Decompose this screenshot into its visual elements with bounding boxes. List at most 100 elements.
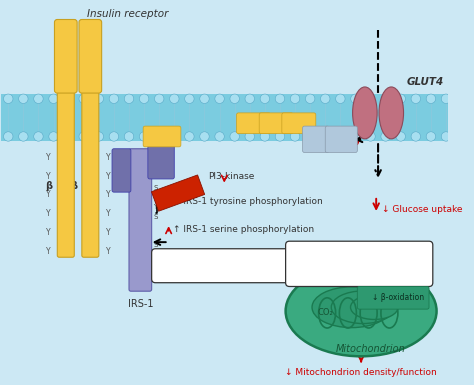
Text: Y: Y: [106, 191, 110, 199]
FancyBboxPatch shape: [325, 126, 357, 152]
Circle shape: [64, 94, 73, 104]
Text: SH2: SH2: [173, 188, 188, 198]
Circle shape: [79, 132, 89, 141]
Circle shape: [139, 132, 149, 141]
Circle shape: [275, 94, 285, 104]
Circle shape: [170, 132, 179, 141]
Text: Y: Y: [106, 247, 110, 256]
Circle shape: [411, 132, 420, 141]
FancyBboxPatch shape: [152, 249, 292, 283]
Text: Y: Y: [46, 228, 50, 237]
Circle shape: [79, 94, 89, 104]
Text: ↑ IRS-1 serine phosphorylation: ↑ IRS-1 serine phosphorylation: [173, 225, 314, 234]
Ellipse shape: [286, 266, 437, 356]
Circle shape: [94, 94, 103, 104]
FancyBboxPatch shape: [112, 149, 131, 192]
Circle shape: [305, 94, 315, 104]
Text: Y: Y: [46, 191, 50, 199]
Circle shape: [260, 132, 270, 141]
Circle shape: [291, 94, 300, 104]
Text: β: β: [45, 181, 52, 191]
Circle shape: [139, 94, 149, 104]
Text: ↑ Ser/Thr Kinase activity: ↑ Ser/Thr Kinase activity: [173, 261, 285, 270]
FancyBboxPatch shape: [259, 113, 293, 134]
Circle shape: [155, 132, 164, 141]
FancyBboxPatch shape: [237, 113, 271, 134]
Text: Y: Y: [46, 209, 50, 218]
Text: ↓ Glucose uptake: ↓ Glucose uptake: [382, 204, 462, 214]
FancyBboxPatch shape: [286, 241, 433, 286]
Circle shape: [170, 94, 179, 104]
Text: PIP3: PIP3: [247, 121, 260, 126]
Text: PI3-kinase: PI3-kinase: [208, 172, 255, 181]
Circle shape: [185, 132, 194, 141]
Circle shape: [351, 132, 360, 141]
Circle shape: [396, 132, 405, 141]
Text: Y: Y: [106, 228, 110, 237]
Circle shape: [34, 132, 43, 141]
Text: S: S: [153, 277, 158, 283]
FancyBboxPatch shape: [143, 126, 181, 147]
Circle shape: [109, 94, 118, 104]
Circle shape: [124, 132, 134, 141]
Ellipse shape: [331, 291, 395, 323]
Text: PH: PH: [157, 159, 165, 164]
Text: CO₂: CO₂: [318, 308, 333, 317]
Text: Mitochondrion: Mitochondrion: [336, 344, 405, 354]
FancyBboxPatch shape: [55, 20, 77, 93]
Circle shape: [64, 132, 73, 141]
Circle shape: [291, 132, 300, 141]
Text: ↓ IRS-1 tyrosine phosphorylation: ↓ IRS-1 tyrosine phosphorylation: [173, 197, 323, 206]
Circle shape: [275, 132, 285, 141]
Circle shape: [18, 132, 28, 141]
Text: GLUT4: GLUT4: [406, 77, 444, 87]
Ellipse shape: [312, 287, 391, 328]
Text: PTB: PTB: [119, 164, 124, 176]
Text: ↑ fatty acyl CoA: ↑ fatty acyl CoA: [306, 252, 375, 261]
Text: α: α: [63, 53, 69, 63]
Bar: [0, 94, 448, 141]
Circle shape: [18, 94, 28, 104]
Text: β: β: [70, 181, 77, 191]
FancyBboxPatch shape: [79, 20, 101, 93]
Circle shape: [230, 132, 239, 141]
Ellipse shape: [379, 87, 403, 139]
Text: PIP3: PIP3: [270, 121, 283, 126]
Circle shape: [426, 132, 436, 141]
Circle shape: [351, 94, 360, 104]
FancyBboxPatch shape: [302, 126, 329, 152]
Circle shape: [3, 132, 13, 141]
Text: PH: PH: [311, 137, 320, 142]
FancyBboxPatch shape: [357, 286, 429, 309]
Circle shape: [381, 132, 391, 141]
Text: Y: Y: [46, 153, 50, 162]
Circle shape: [366, 94, 375, 104]
Text: S: S: [153, 185, 158, 191]
Circle shape: [320, 132, 330, 141]
Circle shape: [200, 94, 209, 104]
Circle shape: [200, 132, 209, 141]
Circle shape: [305, 132, 315, 141]
FancyBboxPatch shape: [82, 89, 99, 257]
Text: S: S: [153, 261, 158, 267]
Ellipse shape: [351, 295, 398, 320]
Circle shape: [381, 94, 391, 104]
Circle shape: [411, 94, 420, 104]
Circle shape: [441, 132, 451, 141]
Text: Y: Y: [46, 247, 50, 256]
Text: S: S: [153, 166, 158, 172]
Text: IRS-1: IRS-1: [128, 299, 153, 309]
Text: Y: Y: [46, 172, 50, 181]
Circle shape: [320, 94, 330, 104]
Circle shape: [109, 132, 118, 141]
Text: Y: Y: [106, 209, 110, 218]
Circle shape: [426, 94, 436, 104]
Text: Y: Y: [106, 172, 110, 181]
Circle shape: [230, 94, 239, 104]
Circle shape: [49, 94, 58, 104]
Circle shape: [336, 132, 345, 141]
Polygon shape: [152, 175, 205, 211]
Text: PIP2: PIP2: [155, 134, 169, 139]
Text: ↑ diacylglycerol: ↑ diacylglycerol: [306, 267, 374, 276]
Text: S: S: [153, 242, 158, 248]
